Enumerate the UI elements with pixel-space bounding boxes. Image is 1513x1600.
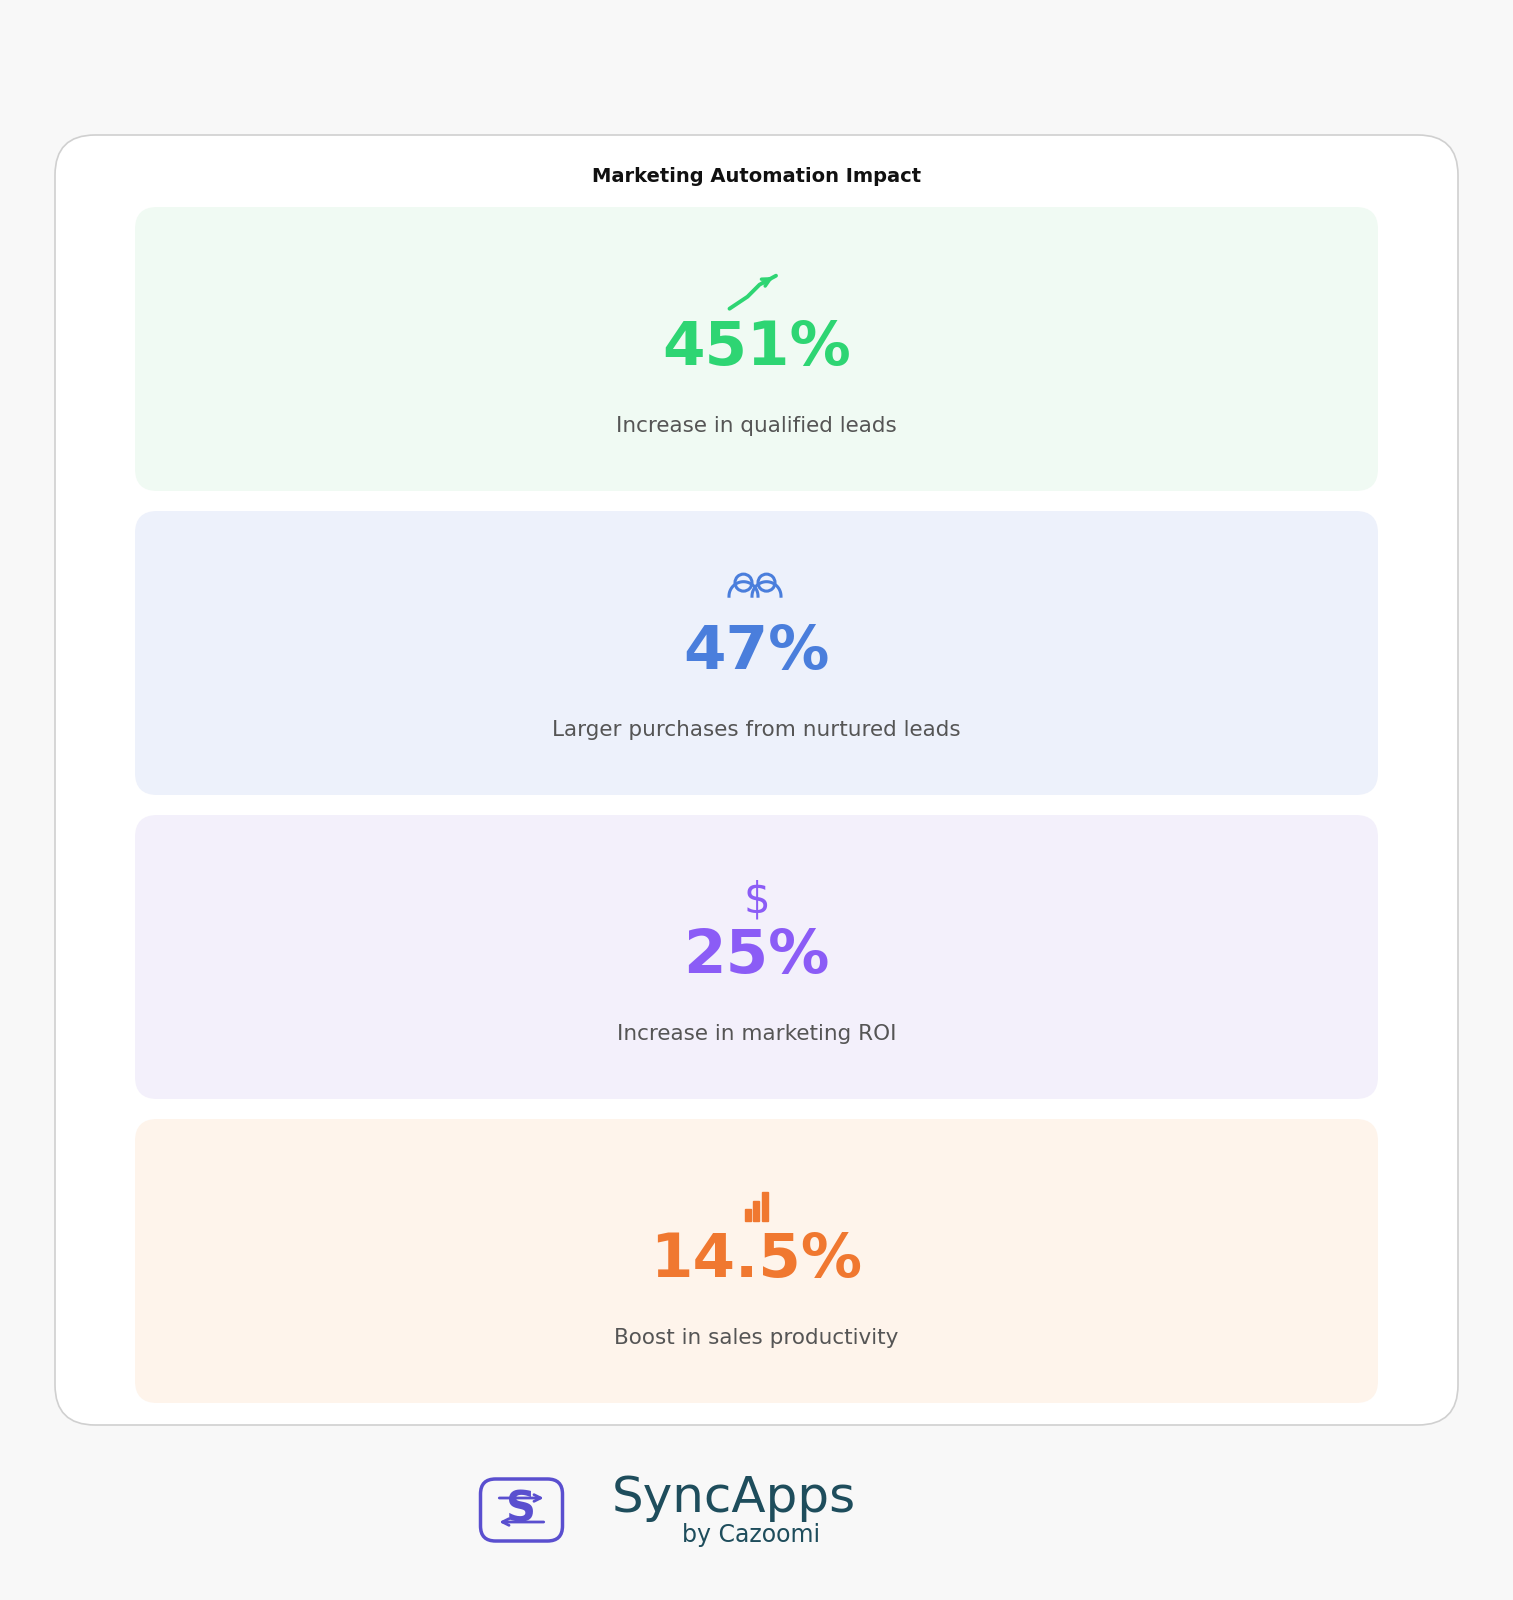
FancyBboxPatch shape	[135, 510, 1378, 795]
Text: 25%: 25%	[684, 928, 829, 987]
Text: Marketing Automation Impact: Marketing Automation Impact	[592, 168, 921, 187]
FancyBboxPatch shape	[135, 206, 1378, 491]
Text: $: $	[743, 880, 770, 922]
Text: Increase in qualified leads: Increase in qualified leads	[616, 416, 897, 435]
Text: Larger purchases from nurtured leads: Larger purchases from nurtured leads	[552, 720, 961, 739]
Bar	[753, 1202, 760, 1221]
Text: 451%: 451%	[663, 320, 850, 379]
Text: S: S	[507, 1488, 537, 1530]
FancyBboxPatch shape	[135, 814, 1378, 1099]
Text: by Cazoomi: by Cazoomi	[682, 1523, 820, 1547]
Text: 47%: 47%	[684, 624, 829, 683]
FancyBboxPatch shape	[54, 134, 1459, 1426]
Text: Boost in sales productivity: Boost in sales productivity	[614, 1328, 899, 1347]
Bar	[763, 1192, 769, 1221]
Text: 14.5%: 14.5%	[651, 1232, 862, 1291]
FancyBboxPatch shape	[135, 1118, 1378, 1403]
Text: Increase in marketing ROI: Increase in marketing ROI	[617, 1024, 896, 1043]
Text: SyncApps: SyncApps	[611, 1474, 856, 1522]
Bar	[744, 1210, 750, 1221]
